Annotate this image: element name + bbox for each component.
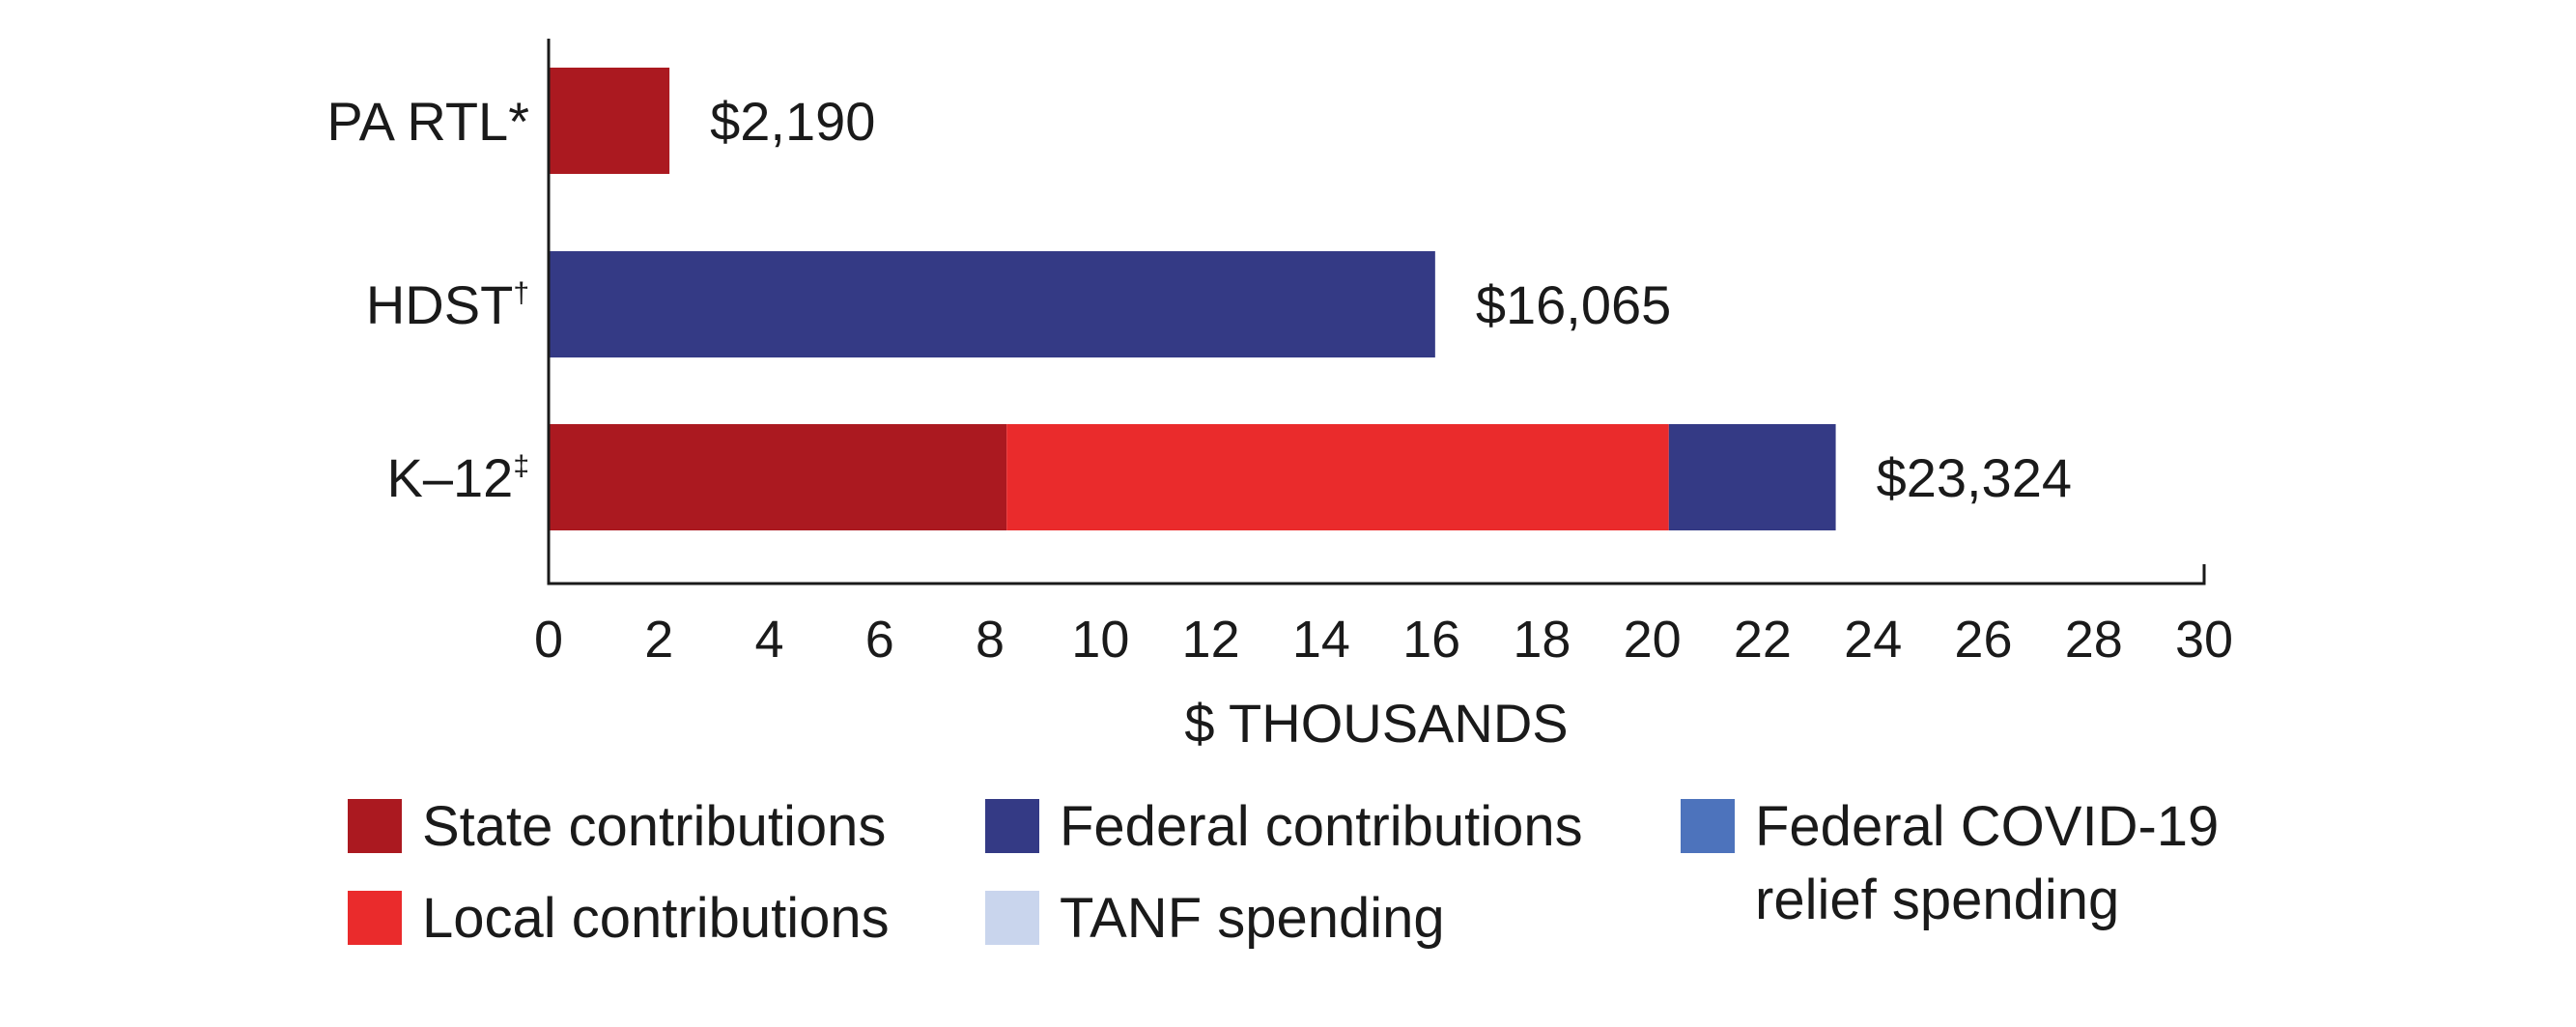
legend-item: Local contributions — [348, 887, 890, 950]
bars-group — [549, 68, 1836, 530]
x-axis-title: $ THOUSANDS — [1184, 693, 1568, 754]
legend-item: Federal COVID-19 relief spending — [1681, 795, 2219, 931]
bar-k-12-federal-contributions — [1668, 424, 1836, 530]
value-label: $23,324 — [1877, 447, 2072, 508]
bar-hdst-federal-contributions — [549, 251, 1435, 357]
legend-label-line: relief spending — [1755, 869, 2119, 931]
legend-item: Federal contributions — [985, 795, 1583, 858]
category-mark: † — [513, 277, 529, 309]
legend-swatch — [985, 799, 1039, 853]
x-tick-label: 8 — [976, 611, 1005, 669]
x-tick-label: 28 — [2065, 611, 2123, 669]
legend-label: Local contributions — [422, 887, 890, 950]
legend-swatch — [348, 799, 402, 853]
x-tick-label: 14 — [1292, 611, 1350, 669]
x-tick-label: 6 — [865, 611, 894, 669]
category-mark: * — [508, 91, 529, 152]
x-tick-label: 24 — [1844, 611, 1902, 669]
legend-swatch — [1681, 799, 1735, 853]
category-name: HDST — [366, 274, 513, 335]
legend-label: Federal contributions — [1060, 795, 1583, 858]
category-name: K–12 — [387, 447, 514, 508]
legend-label: Federal COVID-19 relief spending — [1755, 795, 2219, 931]
legend-label: TANF spending — [1060, 887, 1445, 950]
category-label: HDST† — [366, 274, 529, 335]
value-label: $2,190 — [710, 91, 875, 152]
legend: State contributions Federal contributions… — [348, 795, 2219, 950]
x-tick-label: 12 — [1182, 611, 1240, 669]
x-tick-label: 16 — [1402, 611, 1460, 669]
bar-k-12-local-contributions — [1006, 424, 1669, 530]
legend-label: State contributions — [422, 795, 886, 858]
x-tick-label: 10 — [1071, 611, 1129, 669]
category-label: PA RTL* — [326, 91, 529, 152]
legend-item: TANF spending — [985, 887, 1445, 950]
legend-label-line: Federal COVID-19 — [1755, 795, 2219, 858]
x-tick-label: 18 — [1513, 611, 1571, 669]
axis-line — [547, 39, 2206, 585]
category-labels: PA RTL* HDST† K–12‡ — [326, 91, 529, 508]
category-name: PA RTL — [326, 91, 508, 152]
x-tick-label: 2 — [644, 611, 673, 669]
value-label: $16,065 — [1476, 274, 1671, 335]
x-tick-label: 26 — [1954, 611, 2012, 669]
legend-swatch — [348, 891, 402, 945]
legend-item: State contributions — [348, 795, 886, 858]
x-tick-label: 30 — [2175, 611, 2233, 669]
x-tick-label: 22 — [1734, 611, 1792, 669]
category-mark: ‡ — [513, 450, 529, 482]
x-tick-label: 0 — [534, 611, 563, 669]
category-label: K–12‡ — [387, 447, 529, 508]
x-axis — [547, 39, 2206, 585]
x-tick-label: 4 — [755, 611, 784, 669]
bar-pa-rtl-state-contributions — [549, 68, 670, 174]
x-tick-label: 20 — [1624, 611, 1682, 669]
bar-k-12-state-contributions — [549, 424, 1007, 530]
legend-swatch — [985, 891, 1039, 945]
value-labels: $2,190 $16,065 $23,324 — [710, 91, 2072, 508]
x-tick-labels: 0 2 4 6 8 10 12 14 16 18 20 22 24 26 28 30 — [534, 611, 2233, 669]
